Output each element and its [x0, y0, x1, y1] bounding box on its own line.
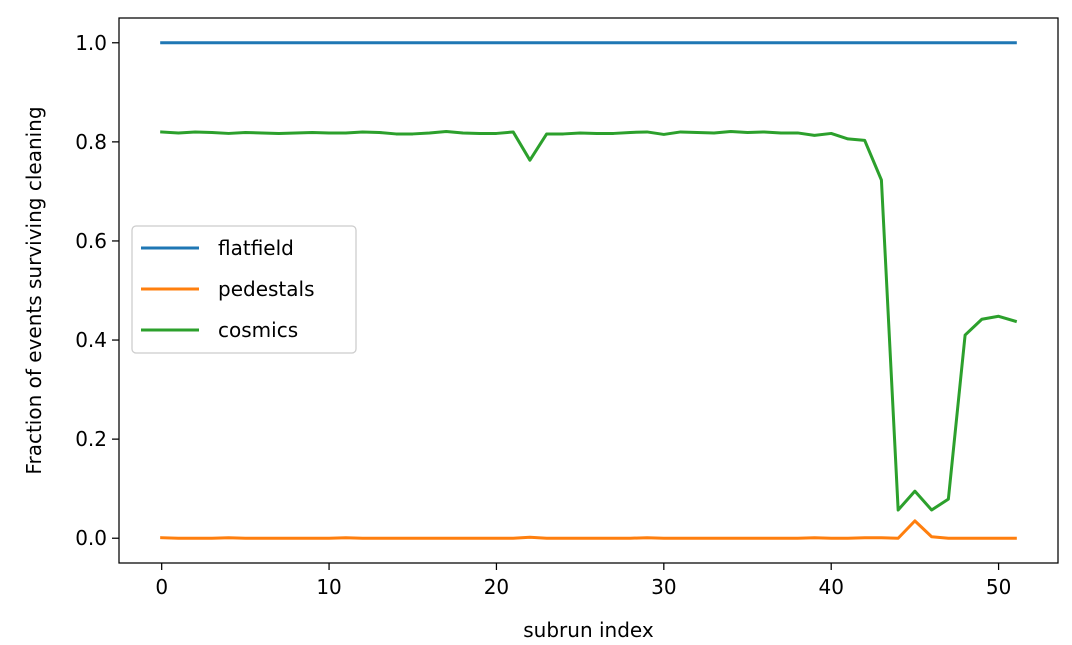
legend-label-flatfield: flatfield: [218, 236, 294, 260]
legend-label-cosmics: cosmics: [218, 318, 298, 342]
x-tick-label: 20: [484, 575, 509, 599]
x-axis-label: subrun index: [523, 618, 654, 642]
y-tick-label: 0.2: [75, 427, 107, 451]
y-tick-label: 0.8: [75, 130, 107, 154]
legend: flatfield pedestals cosmics: [131, 225, 357, 354]
legend-box: [131, 225, 357, 354]
y-axis-label: Fraction of events surviving cleaning: [22, 106, 46, 474]
y-axis: 0.0 0.2 0.4 0.6 0.8 1.0: [75, 31, 119, 550]
x-axis: 0 10 20 30 40 50: [155, 563, 1011, 599]
series-line-cosmics: [160, 129, 1018, 512]
series-line-pedestals: [160, 519, 1017, 540]
x-tick-label: 50: [986, 575, 1011, 599]
x-tick-label: 40: [818, 575, 843, 599]
y-tick-label: 0.4: [75, 328, 107, 352]
series-layer: [160, 41, 1018, 540]
plot-frame: [118, 17, 1059, 564]
x-tick-label: 10: [316, 575, 341, 599]
y-tick-label: 1.0: [75, 31, 107, 55]
y-tick-label: 0.6: [75, 229, 107, 253]
x-tick-label: 0: [155, 575, 168, 599]
y-tick-label: 0.0: [75, 526, 107, 550]
legend-label-pedestals: pedestals: [218, 277, 315, 301]
x-tick-label: 30: [651, 575, 676, 599]
